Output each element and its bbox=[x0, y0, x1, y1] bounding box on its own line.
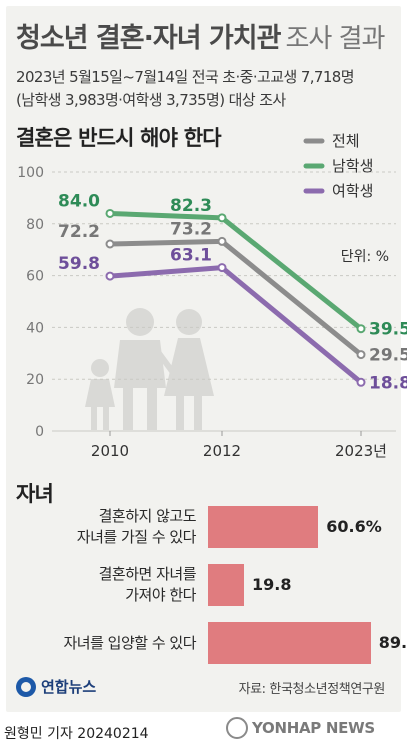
data-label-male: 82.3 bbox=[170, 196, 212, 216]
data-label-total: 73.2 bbox=[170, 219, 212, 239]
bar-category-label: 결혼하면 자녀를 가져야 한다 bbox=[98, 565, 197, 604]
yonhap-logo: 연합뉴스 bbox=[16, 676, 96, 697]
legend-label-total: 전체 bbox=[332, 132, 360, 150]
watermark-text: YONHAP NEWS bbox=[252, 719, 375, 737]
marriage-line-chart: 0 20 40 60 80 100 2010 2012 2023년 72.2 73.2 29.5 84.… bbox=[17, 132, 407, 460]
data-point-male bbox=[217, 213, 227, 223]
bar-chart-title: 자녀 bbox=[16, 482, 54, 506]
survey-info-line2: (남학생 3,983명·여학생 3,735명) 대상 조사 bbox=[16, 91, 286, 109]
bar-value-label: 89.4 bbox=[378, 633, 407, 652]
yonhap-logo-icon bbox=[16, 676, 36, 697]
data-point-male bbox=[356, 324, 366, 334]
title-sub: 조사 결과 bbox=[285, 24, 385, 54]
data-point-total bbox=[217, 236, 227, 246]
data-label-total: 72.2 bbox=[58, 222, 100, 242]
data-label-total: 29.5 bbox=[369, 346, 407, 366]
data-label-male: 39.5 bbox=[369, 320, 407, 340]
watermark: YONHAP NEWS bbox=[226, 717, 375, 739]
y-tick-label: 80 bbox=[26, 217, 44, 233]
x-tick-label: 2023년 bbox=[335, 442, 387, 460]
bar bbox=[208, 506, 319, 548]
y-tick-label: 100 bbox=[17, 165, 44, 181]
y-tick-label: 0 bbox=[35, 424, 44, 440]
data-label-female: 63.1 bbox=[170, 246, 212, 266]
x-tick-label: 2010 bbox=[91, 442, 129, 460]
children-bar-chart: 결혼하지 않고도 자녀를 가질 수 있다 60.6% 결혼하면 자녀를 가져야 한다 19… bbox=[0, 494, 407, 674]
yonhap-logo-text: 연합뉴스 bbox=[41, 678, 97, 696]
data-label-female: 59.8 bbox=[58, 254, 100, 274]
data-label-male: 84.0 bbox=[58, 191, 100, 211]
legend-label-female: 여학생 bbox=[332, 182, 373, 200]
unit-label: 단위: % bbox=[341, 249, 389, 265]
bar bbox=[208, 622, 371, 664]
page-title: 청소년 결혼·자녀 가치관 조사 결과 bbox=[16, 16, 385, 55]
data-point-female bbox=[356, 377, 366, 387]
data-point-total bbox=[105, 239, 115, 249]
line-chart-title: 결혼은 반드시 해야 한다 bbox=[16, 126, 222, 150]
data-point-female bbox=[217, 263, 227, 273]
data-point-female bbox=[105, 271, 115, 281]
data-point-male bbox=[105, 208, 115, 218]
family-silhouette bbox=[85, 308, 214, 430]
watermark-icon bbox=[226, 717, 248, 739]
survey-info-line1: 2023년 5월15일~7월14일 전국 초·중·고교생 7,718명 bbox=[16, 68, 355, 86]
data-point-total bbox=[356, 350, 366, 360]
data-label-female: 18.8 bbox=[369, 373, 407, 393]
legend-label-male: 남학생 bbox=[332, 157, 373, 175]
bar-value-label: 60.6% bbox=[326, 517, 382, 536]
y-tick-label: 40 bbox=[26, 320, 44, 336]
bar bbox=[208, 564, 245, 606]
title-main: 청소년 결혼·자녀 가치관 bbox=[16, 23, 281, 54]
y-tick-label: 20 bbox=[26, 372, 44, 388]
y-tick-label: 60 bbox=[26, 269, 44, 285]
x-tick-label: 2012 bbox=[203, 442, 241, 460]
bar-category-label: 자녀를 입양할 수 있다 bbox=[63, 633, 196, 652]
reporter-credit: 원형민 기자 20240214 bbox=[4, 726, 149, 742]
bar-category-label: 결혼하지 않고도 자녀를 가질 수 있다 bbox=[76, 507, 197, 546]
source-note: 자료: 한국청소년정책연구원 bbox=[238, 682, 386, 697]
bar-value-label: 19.8 bbox=[252, 575, 292, 594]
